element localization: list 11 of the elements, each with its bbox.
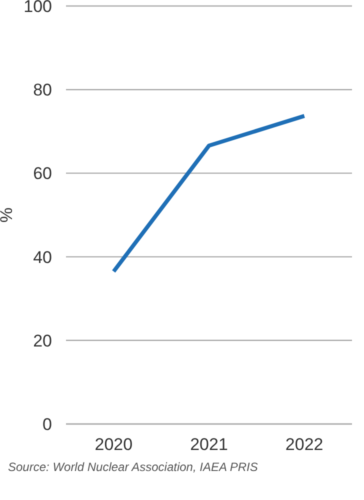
- y-tick-label: 100: [24, 0, 52, 16]
- y-tick-label: 20: [33, 331, 52, 350]
- x-tick-label: 2022: [285, 435, 324, 454]
- x-tick-label: 2021: [190, 435, 228, 454]
- x-tick-label: 2020: [94, 435, 133, 454]
- y-tick-label: 0: [42, 415, 52, 434]
- y-tick-label: 40: [33, 248, 52, 267]
- y-tick-label: 80: [33, 80, 52, 100]
- y-axis-title: %: [0, 207, 16, 223]
- source-note: Source: World Nuclear Association, IAEA PRIS: [8, 460, 259, 474]
- y-tick-label: 60: [33, 164, 52, 184]
